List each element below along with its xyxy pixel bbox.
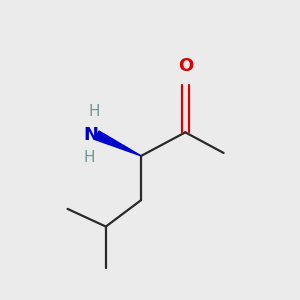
Text: H: H — [88, 104, 100, 119]
Text: O: O — [178, 57, 193, 75]
Text: H: H — [84, 150, 95, 165]
Polygon shape — [95, 131, 141, 156]
Text: N: N — [83, 126, 98, 144]
